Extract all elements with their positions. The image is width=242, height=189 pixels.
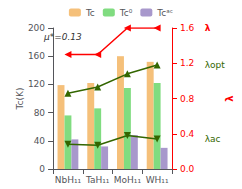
svg-text:0.0: 0.0 [180, 164, 195, 174]
svg-text:200: 200 [28, 23, 45, 33]
svg-text:160: 160 [28, 51, 45, 61]
svg-text:Tc: Tc [85, 8, 95, 18]
svg-text:Tc⁰: Tc⁰ [119, 8, 133, 18]
svg-text:Tc(K): Tc(K) [15, 88, 25, 111]
svg-text:Tcᵃᶜ: Tcᵃᶜ [156, 8, 173, 18]
svg-text:80: 80 [34, 108, 46, 118]
svg-text:TaH₁₁: TaH₁₁ [85, 175, 110, 185]
svg-text:λac: λac [205, 134, 221, 144]
svg-text:MoH₁₁: MoH₁₁ [114, 175, 142, 185]
svg-text:λ: λ [205, 23, 211, 33]
svg-text:1.2: 1.2 [180, 58, 194, 68]
svg-text:0.8: 0.8 [180, 94, 195, 104]
svg-text:NbH₁₁: NbH₁₁ [55, 175, 82, 185]
svg-text:120: 120 [28, 79, 45, 89]
svg-text:0: 0 [39, 164, 45, 174]
svg-text:λopt: λopt [205, 60, 226, 70]
svg-text:1.6: 1.6 [180, 23, 195, 33]
svg-text:WH₁₁: WH₁₁ [146, 175, 169, 185]
svg-text:0.4: 0.4 [180, 129, 195, 139]
svg-text:λ: λ [224, 95, 235, 102]
svg-text:μ*=0.13: μ*=0.13 [43, 32, 82, 42]
svg-text:40: 40 [34, 136, 46, 146]
